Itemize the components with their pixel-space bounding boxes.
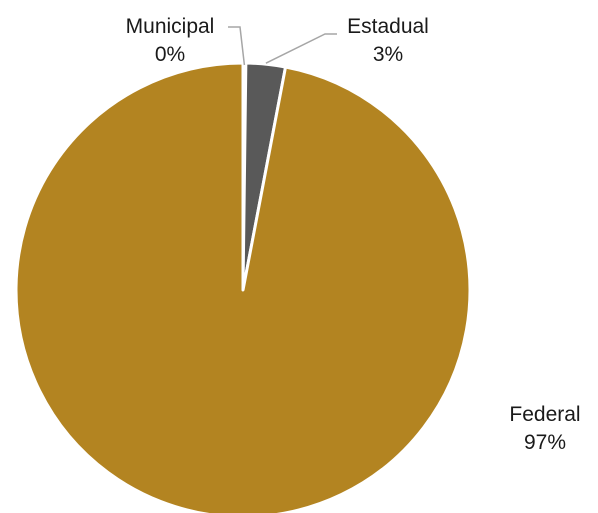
slice-label-estadual-name: Estadual [347,15,429,38]
slice-label-municipal-percent: 0% [155,43,185,66]
pie-slice-federal [14,61,472,513]
slice-label-federal-name: Federal [509,403,580,426]
slice-label-estadual-percent: 3% [373,43,403,66]
pie-slices [14,61,472,513]
leader-lines [228,26,337,66]
slice-label-municipal-name: Municipal [126,15,215,38]
leader-line-municipal [228,26,246,66]
leader-line-estadual [265,33,337,64]
slice-label-federal-percent: 97% [524,431,566,454]
